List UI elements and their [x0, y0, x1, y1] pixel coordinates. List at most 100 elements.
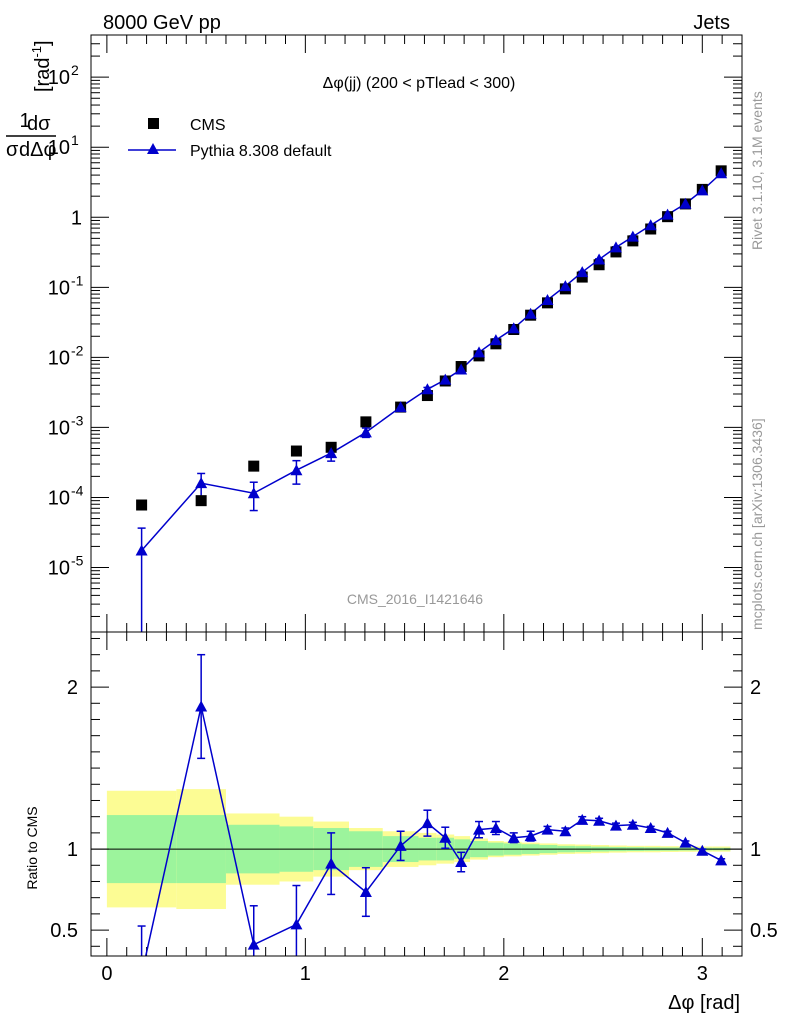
pythia-data-point — [247, 487, 260, 499]
x-tick-label: 2 — [498, 963, 509, 985]
cms-data-point — [136, 499, 148, 511]
main-ytick-exponent: -3 — [71, 412, 84, 428]
main-ytick-exponent: -5 — [71, 552, 84, 568]
pythia-data-point — [524, 307, 537, 319]
ratio-data-point — [541, 823, 554, 835]
main-ytick-label: 10 — [48, 417, 70, 439]
pythia-data-point — [559, 280, 572, 292]
ylabel-dphi: dΔφ — [19, 139, 56, 161]
pythia-data-point — [394, 401, 407, 413]
ratio-data-point — [489, 822, 502, 834]
pythia-data-point — [679, 197, 692, 209]
main-ytick-exponent: -4 — [71, 482, 84, 498]
ratio-data-point — [679, 836, 692, 848]
ylabel-unit: [rad-1] — [29, 40, 54, 92]
pythia-series-line — [141, 172, 722, 551]
main-data-layer — [135, 165, 728, 632]
legend-pythia-label: Pythia 8.308 default — [190, 143, 332, 160]
cms-data-point — [195, 495, 207, 507]
ratio-plot-frame — [90, 631, 743, 957]
pythia-data-point — [359, 426, 372, 438]
pythia-data-point — [576, 266, 589, 278]
ratio-data-point — [593, 814, 606, 826]
ratio-data-point — [455, 856, 468, 868]
main-y-axis-label: 1 dσ σ dΔφ [rad-1] — [6, 40, 56, 161]
ratio-data-point — [359, 886, 372, 898]
legend-cms-label: CMS — [190, 117, 226, 134]
ratio-data-point — [715, 854, 728, 866]
ratio-axis-ticks: 0 1 2 3 0.5 0.5 1 1 2 2 — [50, 632, 778, 985]
pythia-data-point — [644, 219, 657, 231]
ratio-ytick-label-left: 0.5 — [50, 920, 78, 942]
cms-data-point — [248, 460, 260, 472]
ratio-uncertainty-bands — [91, 789, 742, 910]
pythia-data-point — [439, 373, 452, 385]
ylabel-dsigma: dσ — [27, 113, 51, 135]
ylabel-sigma: σ — [6, 139, 19, 161]
ratio-data-point — [626, 818, 639, 830]
pythia-data-point — [696, 184, 709, 196]
cms-data-point — [360, 416, 372, 428]
main-ytick-label: 10 — [48, 347, 70, 369]
pythia-data-point — [290, 464, 303, 476]
ratio-ytick-label-left: 1 — [67, 839, 78, 861]
main-title: Δφ(jj) (200 < pTlead < 300) — [323, 75, 516, 92]
main-ytick-exponent: -2 — [71, 342, 84, 358]
main-ytick-exponent: -1 — [71, 272, 84, 288]
pythia-data-point — [195, 477, 208, 489]
pythia-data-point — [541, 293, 554, 305]
ratio-series-group — [136, 653, 728, 980]
ratio-data-point — [439, 831, 452, 843]
pythia-data-point — [325, 447, 338, 459]
ratio-data-point — [325, 857, 338, 869]
ratio-data-point — [609, 819, 622, 831]
legend-cms-marker — [148, 118, 159, 129]
x-tick-label: 0 — [101, 963, 112, 985]
cms-data-point — [593, 259, 605, 271]
pythia-data-point — [661, 208, 674, 220]
pythia-data-point — [626, 230, 639, 242]
main-ytick-label: 10 — [48, 137, 70, 159]
ylabel-unit-close: ] — [32, 40, 54, 46]
pythia-data-point — [715, 167, 728, 179]
ratio-data-layer — [136, 653, 728, 980]
ratio-data-point — [559, 825, 572, 837]
ratio-data-point — [696, 844, 709, 856]
ratio-data-point — [290, 918, 303, 930]
pythia-data-point — [455, 363, 468, 375]
ratio-y-axis-label: Ratio to CMS — [24, 806, 40, 889]
ratio-data-point — [421, 817, 434, 829]
header-category: Jets — [693, 12, 730, 34]
pythia-data-point — [473, 346, 486, 358]
pythia-data-point — [593, 253, 606, 265]
ratio-data-point — [507, 831, 520, 843]
ratio-ytick-label-right: 2 — [750, 677, 761, 699]
cms-data-point — [421, 390, 433, 402]
ratio-data-point — [661, 826, 674, 838]
main-ytick-label: 10 — [48, 487, 70, 509]
pythia-data-point — [507, 322, 520, 334]
ratio-ytick-label-left: 2 — [67, 677, 78, 699]
x-axis-label: Δφ [rad] — [668, 992, 740, 1014]
ratio-data-point — [136, 969, 148, 980]
main-ytick-label: 10 — [48, 277, 70, 299]
ratio-data-point — [524, 830, 537, 842]
ratio-data-point — [195, 700, 208, 712]
ratio-data-point — [394, 839, 407, 851]
pythia-data-point — [609, 241, 622, 253]
legend-pythia-marker — [147, 143, 159, 154]
ratio-ytick-label-right: 1 — [750, 839, 761, 861]
ylabel-unit-main: [rad — [32, 58, 54, 92]
main-ytick-exponent: 1 — [71, 132, 79, 148]
ratio-data-point — [644, 822, 657, 834]
ratio-data-point — [247, 938, 260, 950]
main-ytick-label: 10 — [48, 67, 70, 89]
x-tick-label: 3 — [697, 963, 708, 985]
ratio-data-point — [473, 823, 486, 835]
ratio-data-point — [576, 813, 589, 825]
main-plot-frame — [90, 34, 743, 633]
header-energy: 8000 GeV pp — [103, 12, 221, 34]
ylabel-one: 1 — [19, 110, 30, 132]
